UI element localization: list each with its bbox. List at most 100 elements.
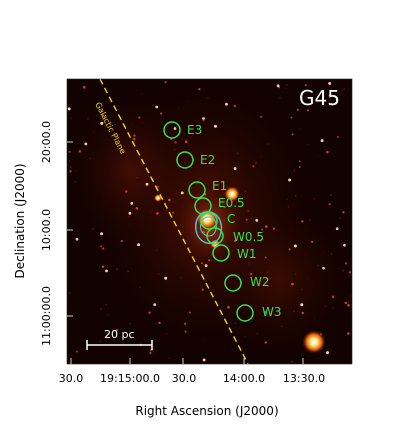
- star: [314, 318, 316, 320]
- star: [305, 157, 307, 159]
- star: [317, 264, 319, 267]
- region-circle-W2: [224, 274, 242, 292]
- star: [307, 109, 310, 112]
- star: [181, 205, 183, 207]
- star: [152, 105, 154, 107]
- star: [204, 338, 206, 340]
- star: [171, 211, 174, 214]
- y-axis-label: Declination (J2000): [13, 163, 27, 278]
- star: [125, 190, 128, 193]
- star: [252, 165, 255, 168]
- star: [291, 282, 294, 286]
- region-circle-E3: [163, 121, 181, 139]
- star: [326, 351, 329, 355]
- star: [147, 318, 149, 320]
- star: [234, 322, 237, 325]
- star: [307, 277, 309, 279]
- star: [174, 142, 177, 144]
- star: [101, 265, 105, 269]
- star: [142, 122, 143, 124]
- star: [69, 292, 71, 294]
- star: [200, 286, 202, 288]
- star: [348, 271, 351, 274]
- star: [294, 194, 297, 197]
- star: [347, 332, 350, 335]
- region-circle-W1: [212, 244, 230, 262]
- bright-source: [302, 330, 326, 354]
- star: [180, 277, 182, 279]
- star: [175, 192, 178, 195]
- region-label-W3: W3: [262, 305, 282, 319]
- star: [334, 201, 336, 203]
- star: [188, 101, 190, 103]
- star: [124, 114, 126, 116]
- star: [99, 308, 102, 310]
- scale-bar-label: 20 pc: [104, 328, 135, 341]
- star: [149, 351, 152, 355]
- star: [84, 142, 88, 146]
- star: [301, 220, 304, 223]
- star: [293, 244, 297, 248]
- star: [236, 152, 239, 155]
- x-tick-label: 13:30.0: [283, 372, 325, 385]
- star: [343, 243, 346, 247]
- star: [198, 88, 201, 91]
- galactic-plane-line: [99, 79, 249, 364]
- star: [164, 81, 167, 84]
- x-tick-label: 30.0: [59, 372, 84, 385]
- star: [344, 301, 348, 305]
- star: [290, 116, 293, 119]
- star: [281, 325, 284, 328]
- region-label-E0.5: E0.5: [218, 196, 245, 210]
- star: [100, 245, 103, 248]
- star: [130, 202, 134, 205]
- star: [300, 303, 304, 307]
- star: [139, 286, 141, 288]
- star: [276, 84, 280, 88]
- star: [343, 88, 345, 90]
- star: [264, 225, 268, 228]
- star: [244, 190, 247, 193]
- star: [260, 115, 263, 118]
- star: [180, 191, 184, 195]
- star: [304, 84, 307, 87]
- star: [74, 180, 77, 183]
- star: [296, 108, 299, 111]
- star: [306, 143, 309, 145]
- star: [246, 316, 248, 319]
- star: [255, 219, 259, 222]
- star: [347, 304, 350, 307]
- star: [155, 322, 157, 325]
- star: [105, 269, 108, 273]
- star: [150, 211, 152, 213]
- star: [298, 166, 301, 169]
- star: [164, 276, 168, 280]
- x-axis-label: Right Ascension (J2000): [135, 404, 278, 418]
- star: [291, 360, 294, 363]
- star: [93, 130, 95, 132]
- bright-source: [224, 186, 240, 202]
- star: [185, 327, 187, 329]
- region-label-E3: E3: [187, 123, 202, 137]
- star: [202, 358, 206, 362]
- y-tick-label: 20:00.0: [40, 121, 53, 163]
- star: [324, 252, 325, 253]
- x-tick-label: 14:00.0: [223, 372, 265, 385]
- star: [115, 268, 118, 271]
- star: [324, 305, 326, 307]
- star: [157, 185, 159, 188]
- star: [132, 137, 136, 141]
- star: [157, 289, 159, 291]
- star: [89, 157, 92, 160]
- star: [168, 357, 170, 359]
- star: [156, 212, 159, 215]
- star: [69, 170, 72, 173]
- star: [233, 239, 237, 243]
- star: [264, 341, 267, 344]
- star: [214, 124, 217, 128]
- star: [105, 303, 107, 306]
- star: [349, 295, 352, 297]
- star: [131, 123, 133, 125]
- star: [184, 140, 188, 143]
